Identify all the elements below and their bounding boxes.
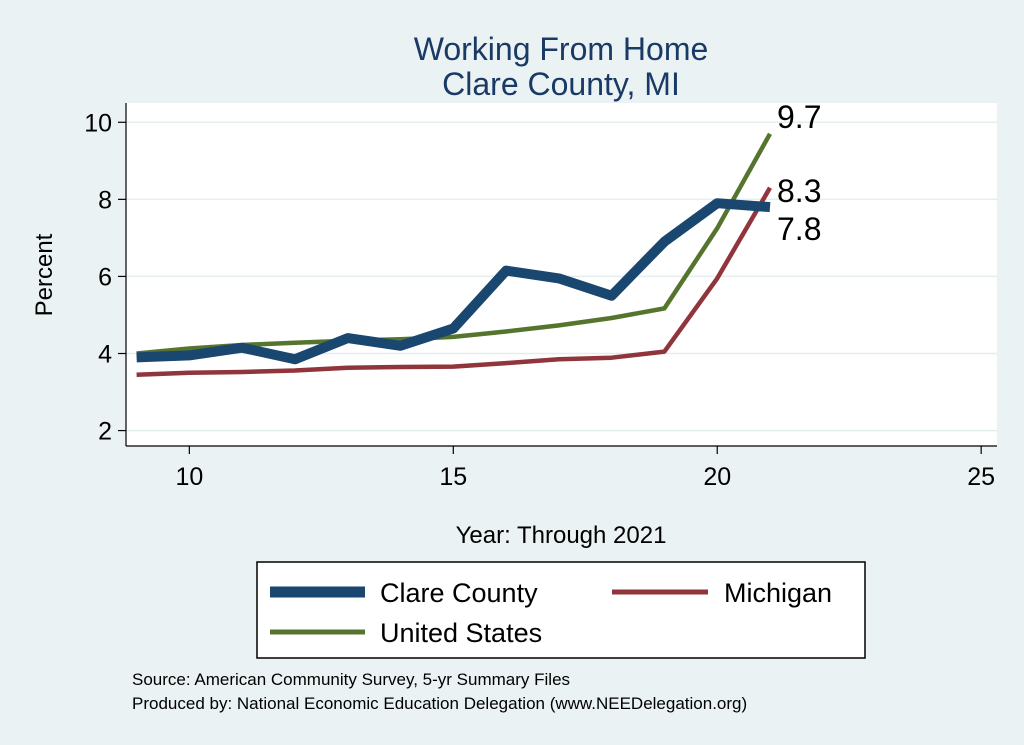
legend-label-united-states: United States: [380, 618, 542, 648]
legend-label-clare-county: Clare County: [380, 578, 538, 608]
series-lines: [136, 132, 772, 377]
y-tick-label-10: 10: [84, 109, 112, 137]
series-line-clare-county: [136, 198, 771, 365]
series-line-michigan: [136, 186, 772, 377]
chart-title: Working From Home: [414, 31, 709, 67]
source-note: Source: American Community Survey, 5-yr …: [132, 670, 570, 689]
x-tick-label-25: 25: [967, 463, 995, 491]
end-label-clare-county: 7.8: [777, 211, 821, 247]
y-tick-label-2: 2: [98, 418, 112, 446]
axes: 2 4 6 8 10 10 15 20 25: [84, 103, 997, 491]
end-labels: 9.7 8.37.8: [777, 99, 821, 247]
end-label-michigan: 8.3: [777, 173, 821, 209]
y-axis-title: Percent: [31, 233, 58, 316]
y-tick-label-4: 4: [98, 341, 112, 369]
end-label-united-states: 9.7: [777, 99, 821, 135]
chart-subtitle: Clare County, MI: [442, 66, 680, 102]
legend-label-michigan: Michigan: [724, 578, 832, 608]
x-tick-label-15: 15: [439, 463, 467, 491]
x-tick-label-10: 10: [175, 463, 203, 491]
x-axis-title: Year: Through 2021: [456, 522, 667, 549]
y-tick-label-8: 8: [98, 186, 112, 214]
x-tick-label-20: 20: [703, 463, 731, 491]
legend-box: [256, 561, 866, 659]
y-tick-label-6: 6: [98, 263, 112, 291]
producer-note: Produced by: National Economic Education…: [132, 694, 747, 713]
